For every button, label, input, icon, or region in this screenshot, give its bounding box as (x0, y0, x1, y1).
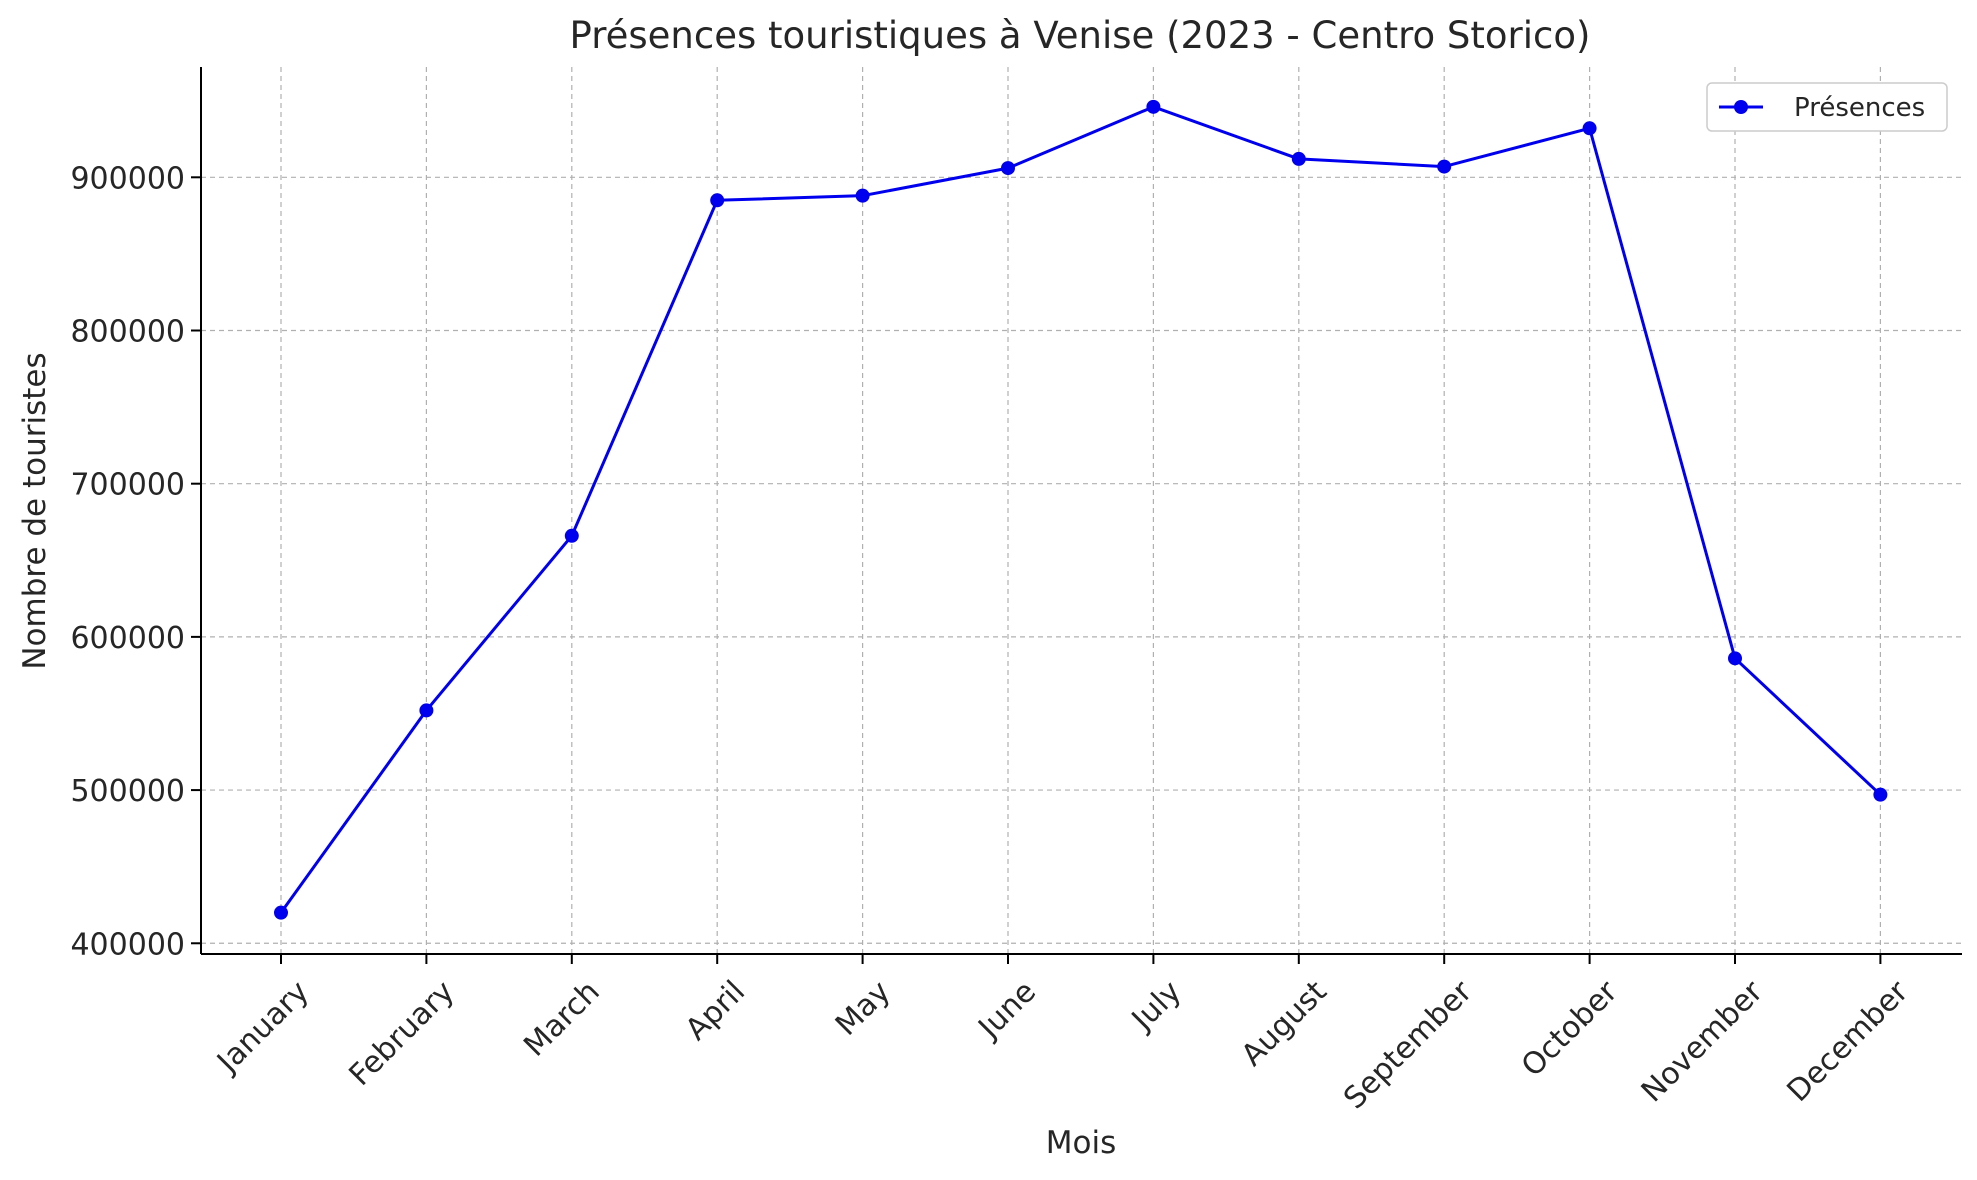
x-tick-label: September (1337, 974, 1479, 1116)
x-axis-label: Mois (1046, 1125, 1116, 1161)
x-tick-label: November (1635, 974, 1771, 1110)
y-tick-label: 500000 (70, 774, 185, 809)
legend-marker-swatch (1734, 100, 1748, 114)
data-point (419, 703, 434, 718)
x-tick-label: February (343, 974, 462, 1093)
data-point (1582, 121, 1597, 136)
legend-box (1706, 82, 1948, 132)
series-line (279, 105, 1882, 914)
y-tick-label: 600000 (70, 621, 185, 656)
y-tick-label: 400000 (70, 927, 185, 962)
x-tick-label: May (829, 974, 898, 1043)
y-tick-label: 800000 (70, 314, 185, 349)
y-tick-label: 900000 (70, 161, 185, 196)
data-point (1291, 151, 1306, 166)
grid (201, 67, 1962, 954)
data-point (1146, 99, 1161, 114)
x-tick-label: March (517, 974, 606, 1063)
x-tick-label: August (1235, 974, 1334, 1073)
data-point (1873, 787, 1888, 802)
x-ticks: January February March April May June July Augu… (209, 954, 1916, 1116)
y-ticks: 400000 500000 600000 700000 800000 900000 (70, 161, 201, 962)
data-point (1728, 651, 1742, 666)
x-tick-label: October (1515, 974, 1625, 1084)
data-point (564, 528, 579, 543)
x-tick-label: January (209, 974, 316, 1081)
x-tick-label: December (1781, 974, 1916, 1109)
data-point (1001, 161, 1015, 176)
data-point (1437, 159, 1452, 174)
data-point (710, 193, 725, 208)
data-point (274, 905, 288, 920)
data-point (855, 188, 870, 203)
y-tick-label: 700000 (70, 468, 185, 503)
x-tick-label: April (679, 974, 752, 1047)
legend: Présences (1706, 82, 1948, 132)
series-group (274, 99, 1888, 920)
x-tick-label: July (1124, 974, 1188, 1038)
legend-label: Présences (1794, 93, 1925, 123)
x-tick-label: June (971, 974, 1043, 1046)
y-axis-label: Nombre de touristes (17, 352, 53, 669)
chart-title: Présences touristiques à Venise (2023 - … (570, 14, 1591, 57)
